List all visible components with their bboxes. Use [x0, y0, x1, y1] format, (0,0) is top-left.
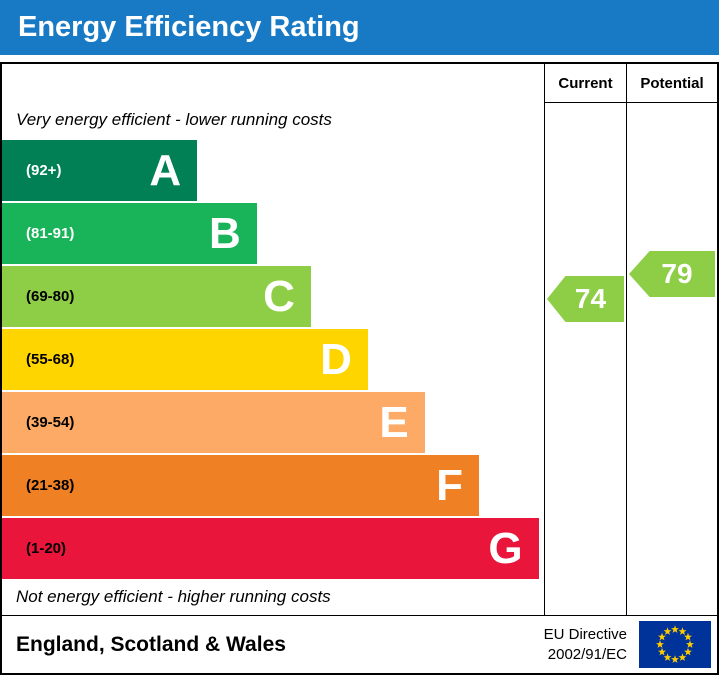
footer: England, Scotland & Wales EU Directive 2…	[2, 615, 717, 673]
band-bar-b: (81-91) B	[2, 203, 257, 264]
band-letter: F	[436, 460, 463, 510]
band-range-label: (1-20)	[26, 540, 67, 557]
region-label: England, Scotland & Wales	[16, 632, 286, 656]
band-letter: C	[263, 271, 295, 321]
band-b: (81-91) B	[2, 203, 544, 266]
band-range-label: (39-54)	[26, 414, 75, 431]
eu-directive-label: EU Directive 2002/91/EC	[544, 625, 627, 664]
band-letter: G	[488, 523, 523, 573]
band-range-label: (21-38)	[26, 477, 75, 494]
band-letter: E	[379, 397, 409, 447]
band-range-label: (92+)	[26, 162, 62, 179]
band-letter: A	[149, 145, 182, 195]
bottom-note: Not energy efficient - higher running co…	[16, 587, 331, 606]
rating-bands: (92+) A (81-91) B (69-80) C (55-68) D (39-54) E (2…	[2, 140, 544, 581]
band-letter: D	[320, 334, 352, 384]
eu-directive-line1: EU Directive	[543, 626, 627, 643]
band-f: (21-38) F	[2, 455, 544, 518]
band-c: (69-80) C	[2, 266, 544, 329]
eu-directive-line2: 2002/91/EC	[547, 645, 627, 663]
chart-area: Very energy efficient - lower running co…	[2, 64, 544, 615]
band-d: (55-68) D	[2, 329, 544, 392]
top-note: Very energy efficient - lower running co…	[16, 110, 332, 129]
current-column: Current 74	[544, 64, 626, 615]
title-banner: Energy Efficiency Rating	[0, 0, 719, 55]
band-bar-e: (39-54) E	[2, 392, 425, 453]
band-range-label: (69-80)	[26, 288, 75, 305]
potential-rating-arrow: 79	[629, 251, 715, 297]
chart-row: Very energy efficient - lower running co…	[2, 64, 717, 615]
epc-chart: Very energy efficient - lower running co…	[0, 62, 719, 675]
band-a: (92+) A	[2, 140, 544, 203]
current-header: Current	[545, 64, 626, 103]
band-range-label: (55-68)	[26, 351, 75, 368]
eu-flag-icon	[639, 621, 711, 668]
current-rating-arrow: 74	[547, 276, 624, 322]
potential-header: Potential	[627, 64, 717, 103]
current-column-body: 74	[545, 103, 626, 615]
band-g: (1-20) G	[2, 518, 544, 581]
band-bar-d: (55-68) D	[2, 329, 368, 390]
potential-column-body: 79	[627, 103, 717, 615]
band-letter: B	[208, 208, 241, 258]
potential-column: Potential 79	[626, 64, 717, 615]
band-bar-a: (92+) A	[2, 140, 198, 201]
page-title: Energy Efficiency Rating	[18, 11, 360, 43]
band-bar-f: (21-38) F	[2, 455, 479, 516]
band-range-label: (81-91)	[26, 225, 75, 242]
band-e: (39-54) E	[2, 392, 544, 455]
band-bar-g: (1-20) G	[2, 518, 539, 579]
band-bar-c: (69-80) C	[2, 266, 311, 327]
